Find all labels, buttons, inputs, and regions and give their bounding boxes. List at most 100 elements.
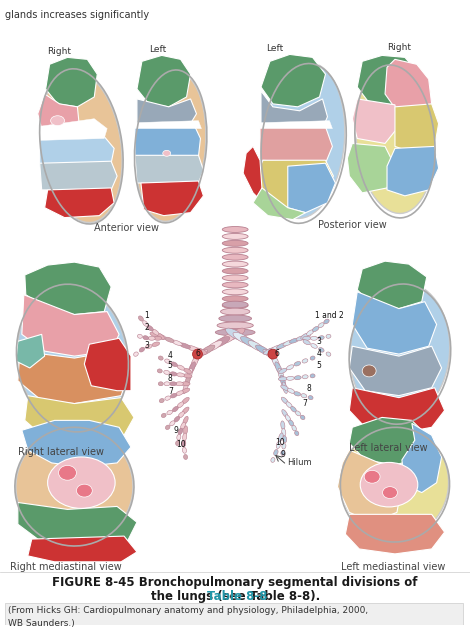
Ellipse shape — [222, 254, 248, 260]
Ellipse shape — [163, 150, 171, 156]
Text: Right: Right — [46, 47, 71, 56]
Ellipse shape — [182, 407, 189, 414]
Polygon shape — [260, 126, 332, 163]
Ellipse shape — [157, 333, 164, 339]
Ellipse shape — [172, 340, 182, 346]
Ellipse shape — [178, 411, 184, 418]
Ellipse shape — [341, 427, 448, 539]
Ellipse shape — [220, 308, 250, 315]
Ellipse shape — [326, 352, 331, 356]
Ellipse shape — [310, 356, 315, 360]
Ellipse shape — [150, 332, 158, 337]
Ellipse shape — [287, 388, 295, 393]
Ellipse shape — [193, 349, 208, 359]
Ellipse shape — [269, 349, 277, 363]
Ellipse shape — [255, 345, 271, 355]
Text: 2: 2 — [144, 324, 149, 332]
Ellipse shape — [152, 342, 160, 346]
Text: 5: 5 — [317, 361, 321, 370]
Ellipse shape — [191, 355, 199, 369]
Ellipse shape — [301, 333, 309, 339]
Ellipse shape — [282, 428, 286, 436]
Polygon shape — [40, 161, 117, 190]
Ellipse shape — [271, 458, 275, 463]
Polygon shape — [261, 54, 326, 107]
Ellipse shape — [248, 341, 264, 351]
Polygon shape — [25, 262, 111, 315]
Ellipse shape — [171, 362, 177, 367]
Ellipse shape — [285, 415, 291, 422]
Text: Left: Left — [149, 46, 166, 54]
Ellipse shape — [137, 334, 142, 338]
Ellipse shape — [294, 362, 301, 366]
Polygon shape — [22, 295, 119, 356]
Ellipse shape — [154, 336, 162, 340]
Ellipse shape — [148, 336, 155, 340]
Polygon shape — [357, 261, 427, 308]
Ellipse shape — [170, 372, 177, 376]
Polygon shape — [349, 417, 428, 465]
Text: 7: 7 — [169, 387, 173, 396]
Ellipse shape — [179, 343, 191, 348]
Ellipse shape — [139, 347, 145, 352]
Ellipse shape — [319, 348, 324, 352]
FancyBboxPatch shape — [5, 604, 464, 632]
Ellipse shape — [212, 336, 230, 348]
Ellipse shape — [222, 301, 248, 308]
Polygon shape — [135, 155, 203, 183]
Ellipse shape — [183, 382, 188, 394]
Polygon shape — [288, 163, 336, 212]
Ellipse shape — [186, 368, 192, 381]
Ellipse shape — [183, 368, 191, 374]
Ellipse shape — [310, 374, 315, 378]
Text: Left: Left — [266, 44, 283, 54]
Ellipse shape — [182, 433, 187, 441]
Ellipse shape — [291, 406, 296, 412]
Polygon shape — [357, 56, 419, 105]
Ellipse shape — [219, 315, 252, 322]
Ellipse shape — [289, 420, 294, 426]
Ellipse shape — [280, 375, 286, 387]
Ellipse shape — [186, 346, 199, 351]
Polygon shape — [243, 147, 263, 203]
Ellipse shape — [312, 326, 319, 332]
Ellipse shape — [178, 428, 183, 435]
Ellipse shape — [278, 368, 284, 381]
Ellipse shape — [183, 416, 188, 425]
Ellipse shape — [263, 63, 345, 219]
Text: the lungs (see Table 8-8).: the lungs (see Table 8-8). — [151, 590, 320, 602]
Ellipse shape — [222, 261, 248, 267]
Text: Left mediastinal view: Left mediastinal view — [341, 562, 446, 572]
Text: 1: 1 — [144, 312, 149, 320]
Ellipse shape — [182, 398, 189, 404]
Polygon shape — [387, 147, 438, 196]
Ellipse shape — [281, 451, 285, 456]
Polygon shape — [402, 423, 442, 492]
Ellipse shape — [157, 369, 162, 373]
Ellipse shape — [240, 336, 258, 348]
Ellipse shape — [282, 397, 288, 404]
Ellipse shape — [273, 449, 278, 456]
Polygon shape — [346, 514, 445, 554]
Ellipse shape — [279, 368, 287, 374]
Text: 10: 10 — [176, 440, 185, 449]
Ellipse shape — [295, 431, 299, 435]
Ellipse shape — [286, 376, 294, 380]
Text: Anterior view: Anterior view — [93, 222, 158, 233]
Polygon shape — [18, 502, 137, 546]
Ellipse shape — [326, 334, 331, 338]
Ellipse shape — [158, 356, 163, 360]
Ellipse shape — [282, 382, 287, 394]
Ellipse shape — [286, 402, 292, 408]
Ellipse shape — [51, 116, 64, 126]
Ellipse shape — [136, 71, 206, 221]
Polygon shape — [137, 99, 197, 126]
Ellipse shape — [200, 345, 215, 355]
Text: glands increases significantly: glands increases significantly — [5, 10, 149, 20]
Ellipse shape — [170, 421, 175, 426]
Ellipse shape — [176, 391, 183, 396]
Polygon shape — [38, 94, 79, 137]
Polygon shape — [347, 143, 395, 193]
Ellipse shape — [164, 382, 170, 386]
Text: FIGURE 8-45 Bronchopulmonary segmental divisions of: FIGURE 8-45 Bronchopulmonary segmental d… — [53, 576, 418, 588]
